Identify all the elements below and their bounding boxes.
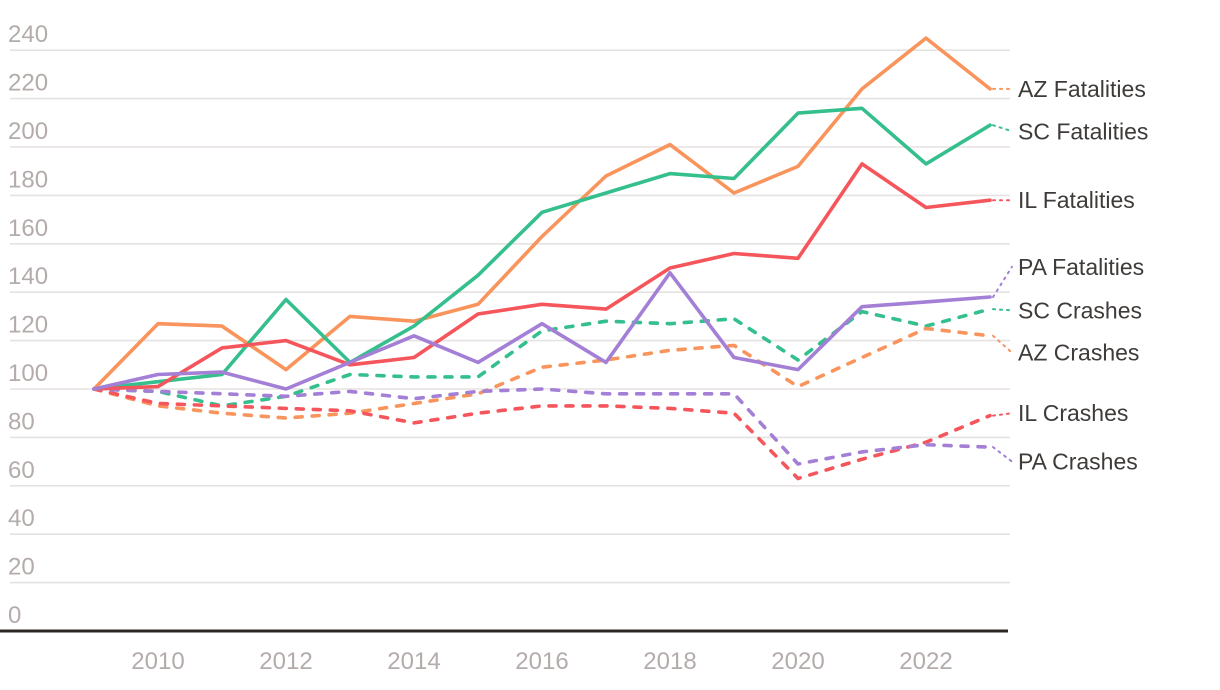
y-tick-label-20: 20 [8, 554, 35, 581]
series-line-sc-crashes [92, 307, 992, 408]
series-label-il-crashes: IL Crashes [1018, 400, 1128, 426]
y-tick-label-40: 40 [8, 505, 35, 532]
series-line-pa-crashes [92, 387, 992, 466]
x-tick-label-2010: 2010 [131, 648, 184, 675]
x-tick-label-2018: 2018 [643, 648, 696, 675]
label-leader-pa-crashes [992, 446, 1013, 463]
y-tick-label-60: 60 [8, 457, 35, 484]
series-line-sc-fatalities [92, 106, 992, 391]
series-label-pa-fatalities: PA Fatalities [1018, 254, 1144, 280]
x-tick-label-2012: 2012 [259, 648, 312, 675]
label-leader-az-crashes [992, 334, 1013, 354]
series-label-il-fatalities: IL Fatalities [1018, 187, 1135, 213]
series-label-pa-crashes: PA Crashes [1018, 449, 1138, 475]
series-label-az-crashes: AZ Crashes [1018, 340, 1139, 366]
label-leader-pa-fatalities [992, 265, 1013, 299]
label-leader-sc-crashes [992, 308, 1013, 312]
y-tick-label-120: 120 [8, 312, 48, 339]
series-line-il-fatalities [92, 162, 992, 391]
y-tick-label-220: 220 [8, 70, 48, 97]
series-label-sc-fatalities: SC Fatalities [1018, 118, 1148, 144]
y-tick-label-0: 0 [8, 602, 21, 629]
series-line-az-crashes [92, 326, 992, 420]
y-tick-label-100: 100 [8, 360, 48, 387]
y-tick-label-240: 240 [8, 21, 48, 48]
series-line-az-fatalities [92, 36, 992, 391]
label-leader-sc-fatalities [992, 124, 1013, 133]
series-label-az-fatalities: AZ Fatalities [1018, 76, 1146, 102]
series-line-il-crashes [92, 387, 992, 481]
x-tick-label-2022: 2022 [899, 648, 952, 675]
y-tick-label-180: 180 [8, 166, 48, 193]
label-leader-il-crashes [992, 412, 1013, 417]
y-tick-label-160: 160 [8, 215, 48, 242]
y-tick-label-140: 140 [8, 263, 48, 290]
series-line-pa-fatalities [92, 270, 992, 391]
x-tick-label-2020: 2020 [771, 648, 824, 675]
x-tick-label-2016: 2016 [515, 648, 568, 675]
x-tick-label-2014: 2014 [387, 648, 440, 675]
series-label-sc-crashes: SC Crashes [1018, 297, 1142, 323]
y-tick-label-200: 200 [8, 118, 48, 145]
y-tick-label-80: 80 [8, 408, 35, 435]
